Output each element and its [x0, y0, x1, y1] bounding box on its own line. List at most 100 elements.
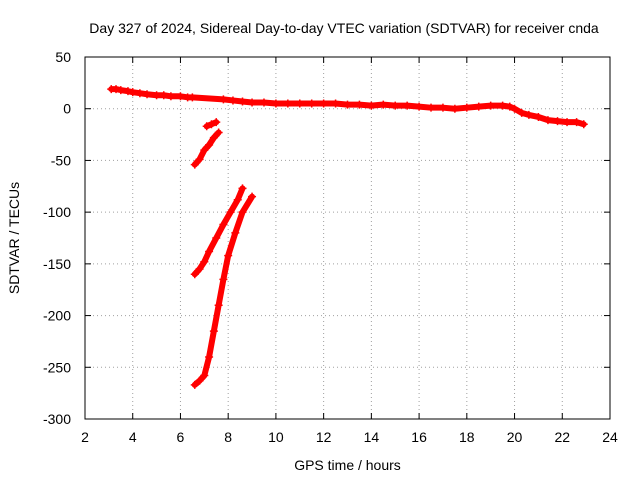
- y-tick-label: 0: [63, 101, 71, 117]
- data-point: [123, 87, 132, 96]
- x-tick-label: 12: [316, 429, 332, 445]
- x-tick-label: 10: [268, 429, 284, 445]
- data-point: [505, 102, 514, 111]
- series-segment-a: [190, 128, 223, 169]
- data-point: [543, 116, 552, 125]
- data-point: [219, 220, 228, 229]
- data-point: [116, 86, 125, 95]
- data-point: [207, 120, 216, 129]
- chart-title: Day 327 of 2024, Sidereal Day-to-day VTE…: [89, 20, 599, 36]
- data-point: [343, 100, 352, 109]
- data-point: [233, 195, 242, 204]
- series-segment-d: [190, 192, 257, 389]
- x-tick-label: 14: [364, 429, 380, 445]
- data-point: [200, 257, 209, 266]
- x-tick-label: 16: [411, 429, 427, 445]
- data-point: [238, 97, 247, 106]
- series-segment-b: [202, 118, 221, 131]
- data-point: [205, 140, 214, 149]
- data-point: [166, 92, 175, 101]
- data-point: [231, 228, 240, 237]
- data-point: [202, 122, 211, 131]
- series-main-track: [107, 85, 588, 129]
- data-point: [415, 102, 424, 111]
- data-point: [238, 208, 247, 217]
- x-tick-label: 2: [81, 429, 89, 445]
- data-point: [579, 120, 588, 129]
- plot-border: [84, 56, 611, 420]
- data-point: [205, 352, 214, 361]
- x-tick-label: 18: [459, 429, 475, 445]
- y-tick-label: -300: [43, 411, 71, 427]
- y-tick-label: -250: [43, 359, 71, 375]
- data-point: [427, 103, 436, 112]
- x-tick-label: 8: [224, 429, 232, 445]
- data-point: [307, 99, 316, 108]
- data-point: [195, 376, 204, 385]
- data-point: [450, 104, 459, 113]
- grid-lines: [85, 57, 610, 419]
- data-point: [563, 118, 572, 127]
- data-point: [259, 98, 268, 107]
- data-point: [188, 93, 197, 102]
- data-point: [200, 146, 209, 155]
- data-point: [190, 160, 199, 169]
- data-point: [486, 101, 495, 110]
- data-point: [283, 99, 292, 108]
- series-segment-c: [190, 184, 247, 279]
- data-point: [391, 101, 400, 110]
- data-point: [572, 118, 581, 127]
- data-point: [214, 128, 223, 137]
- y-tick-label: -150: [43, 256, 71, 272]
- data-point: [403, 101, 412, 110]
- data-point: [498, 101, 507, 110]
- data-point: [195, 155, 204, 164]
- data-point: [295, 99, 304, 108]
- data-point: [190, 270, 199, 279]
- data-point: [195, 265, 204, 274]
- data-point: [271, 99, 280, 108]
- data-point: [319, 99, 328, 108]
- data-point: [219, 275, 228, 284]
- data-point: [212, 118, 221, 127]
- data-point: [112, 85, 121, 94]
- x-axis-label: GPS time / hours: [294, 457, 401, 473]
- data-point: [248, 98, 257, 107]
- data-point: [209, 133, 218, 142]
- y-tick-label: 50: [55, 49, 71, 65]
- y-tick-label: -100: [43, 204, 71, 220]
- data-point: [355, 100, 364, 109]
- axis-ticks: 2 4 6 8 10 12 14 16 18 20 22 24500-50-100-150-200-2…: [43, 49, 618, 445]
- data-point: [228, 96, 237, 105]
- data-point: [474, 102, 483, 111]
- data-point: [510, 104, 519, 113]
- data-point: [152, 91, 161, 100]
- data-point: [238, 184, 247, 193]
- data-points: [107, 85, 588, 389]
- x-tick-label: 20: [507, 429, 523, 445]
- data-point: [200, 371, 209, 380]
- data-point: [212, 234, 221, 242]
- data-point: [248, 192, 257, 201]
- data-point: [553, 117, 562, 126]
- data-point: [205, 247, 214, 256]
- data-point: [517, 108, 526, 117]
- y-tick-label: -200: [43, 308, 71, 324]
- x-tick-label: 24: [602, 429, 618, 445]
- x-tick-label: 4: [129, 429, 137, 445]
- x-tick-label: 22: [554, 429, 570, 445]
- data-point: [159, 91, 168, 100]
- data-point: [534, 112, 543, 121]
- data-point: [190, 380, 199, 389]
- data-point: [438, 103, 447, 112]
- data-point: [176, 92, 185, 101]
- y-axis-label: SDTVAR / TECUs: [6, 182, 22, 294]
- data-point: [462, 103, 471, 112]
- data-point: [524, 110, 533, 119]
- data-point: [367, 101, 376, 110]
- data-point: [331, 99, 340, 108]
- series-track: [191, 129, 222, 168]
- data-point: [143, 90, 152, 99]
- y-tick-label: -50: [51, 152, 71, 168]
